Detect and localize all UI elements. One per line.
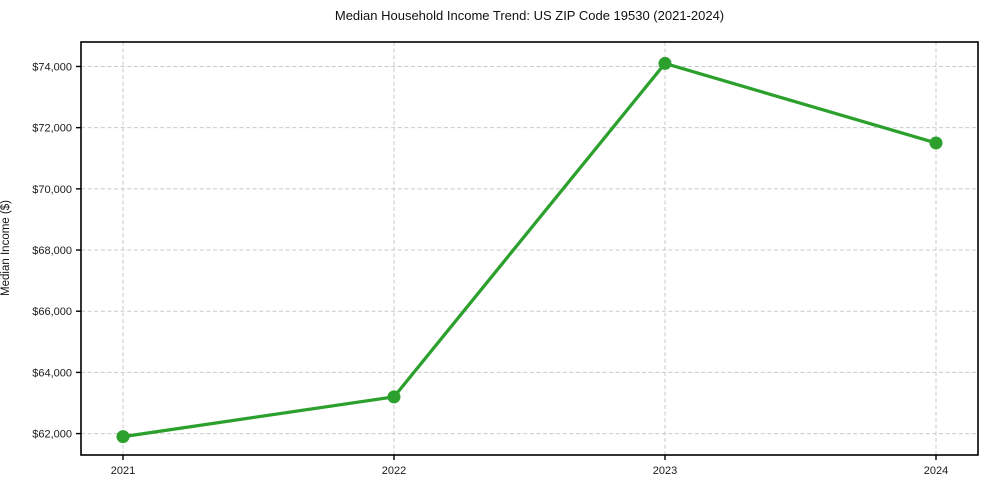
y-tick-label: $70,000 [32, 184, 72, 196]
y-tick-label: $72,000 [32, 123, 72, 135]
y-tick-label: $64,000 [32, 367, 72, 379]
x-tick-label-2023: 2023 [653, 465, 677, 477]
x-tick-label-2024: 2024 [924, 465, 948, 477]
y-tick-label: $74,000 [32, 61, 72, 73]
trend-line [121, 61, 938, 439]
data-point-2022 [387, 390, 401, 404]
y-tick-label: $66,000 [32, 306, 72, 318]
data-point-2021 [116, 430, 130, 444]
chart-title: Median Household Income Trend: US ZIP Co… [334, 8, 725, 23]
y-tick-label: $68,000 [32, 245, 72, 257]
x-tick-label-2022: 2022 [382, 465, 406, 477]
x-tick-label-2021: 2021 [111, 465, 135, 477]
data-point-2024 [929, 136, 943, 150]
y-tick-label: $62,000 [32, 429, 72, 441]
data-point-2023 [658, 56, 672, 70]
plot-frame [80, 41, 979, 456]
